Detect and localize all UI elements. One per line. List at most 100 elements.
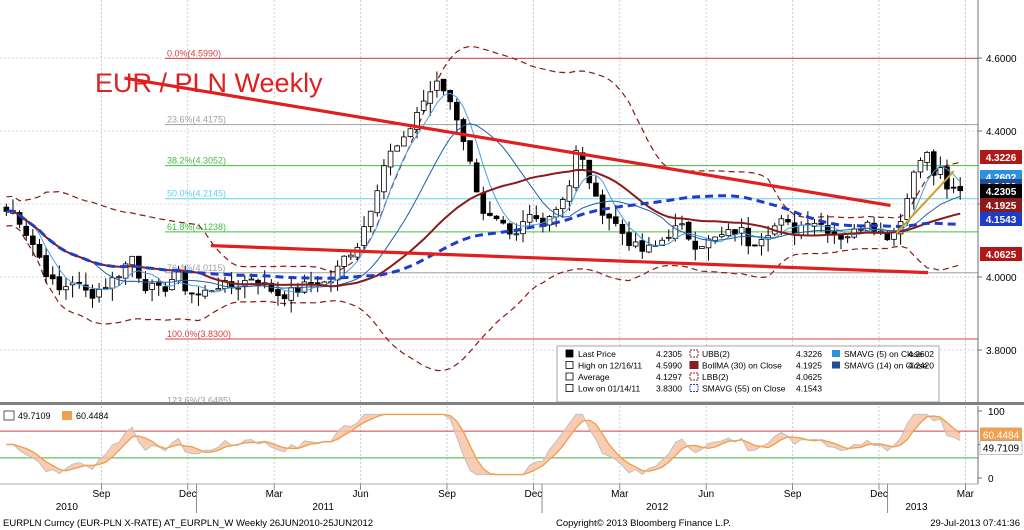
candle-body <box>288 287 294 301</box>
x-year-label: 2012 <box>646 502 669 513</box>
fib-label: 0.0%(4.5990) <box>167 48 221 58</box>
rsi-legend: 49.7109 60.4484 <box>3 410 109 421</box>
candle-body <box>778 218 785 226</box>
candle-body <box>460 119 467 142</box>
price-tag: 4.0625 <box>980 247 1022 261</box>
y-tick-label: 4.6000 <box>986 54 1017 65</box>
x-axis: SepDecMarJunSepDecMarJunSepDecMarJun2010… <box>56 484 975 513</box>
candle-body <box>599 194 606 216</box>
chart-title: EUR / PLN Weekly <box>95 68 323 98</box>
legend-value: 4.1925 <box>796 361 822 371</box>
candle-body <box>255 279 261 286</box>
legend-icon <box>832 361 840 369</box>
candle-body <box>374 190 381 214</box>
candle-body <box>467 140 473 162</box>
candle-body <box>526 214 533 223</box>
candle-body <box>348 254 354 258</box>
candle-body <box>129 255 136 266</box>
candle-body <box>222 279 228 289</box>
x-month-label: Mar <box>266 489 284 500</box>
price-tag-label: 4.0625 <box>986 250 1017 261</box>
candle-body <box>308 281 314 284</box>
rsi-line-a <box>6 413 961 476</box>
fib-label: 23.6%(4.4175) <box>167 115 226 125</box>
x-month-label: Dec <box>525 489 543 500</box>
moving-averages <box>6 92 961 294</box>
candle-body <box>752 244 758 247</box>
x-month-label: Sep <box>93 489 111 500</box>
candle-body <box>626 232 632 246</box>
rsi-price-tag-box <box>980 427 1022 442</box>
legend-value: 4.3226 <box>796 349 822 359</box>
trendline <box>210 244 929 275</box>
candle-body <box>480 192 487 214</box>
candle-body <box>155 282 162 286</box>
candle-body <box>811 222 818 227</box>
rsi-line-b <box>6 413 961 476</box>
candle-body <box>235 287 242 290</box>
legend-value: 4.1297 <box>656 372 682 382</box>
legend-name: SMAVG (14) on Close <box>844 361 928 371</box>
y-tick-label: 4.4000 <box>986 127 1017 138</box>
candle-body <box>195 293 202 296</box>
legend-icon <box>689 384 699 392</box>
trendline <box>895 170 955 234</box>
rsi-tick-label: 0 <box>988 474 994 485</box>
x-year-label: 2010 <box>56 502 79 513</box>
sma-14-line <box>6 123 961 289</box>
fib-label: 76.4%(4.0115) <box>167 263 225 273</box>
candle-body <box>23 225 30 236</box>
candle-body <box>215 288 222 291</box>
legend-icon <box>565 349 574 358</box>
candle-body <box>175 271 182 282</box>
sma-55-line <box>6 194 961 280</box>
candle-body <box>248 278 255 281</box>
candle-body <box>3 206 10 212</box>
price-tag: 4.2305 <box>980 184 1022 198</box>
candle-body <box>414 112 420 131</box>
candle-body <box>116 276 122 279</box>
candle-body <box>718 234 725 238</box>
candle-body <box>394 145 400 152</box>
x-month-label: Jun <box>353 489 369 500</box>
candle-body <box>281 294 288 300</box>
y-tick-label: 3.8000 <box>986 346 1017 357</box>
candle-body <box>56 276 63 291</box>
candle-body <box>142 279 149 291</box>
rsi-fill <box>6 414 961 475</box>
candle-body <box>202 289 208 297</box>
legend-icon <box>565 361 574 369</box>
rsi-price-tag-label: 60.4484 <box>983 430 1020 441</box>
price-tag-box <box>980 198 1022 212</box>
legend-icon <box>565 372 574 381</box>
candle-body <box>381 165 387 193</box>
price-tag-label: 4.1543 <box>986 215 1017 226</box>
candle-body <box>705 238 712 249</box>
fib-label: 50.0%(4.2145) <box>167 189 226 199</box>
price-tag-label: 4.3226 <box>986 153 1017 164</box>
candle-body <box>884 232 891 241</box>
price-tag-box <box>980 212 1022 226</box>
candle-body <box>818 222 824 225</box>
price-tag-box <box>980 150 1022 164</box>
candle-body <box>732 229 738 235</box>
candle-body <box>295 286 301 293</box>
candle-body <box>632 241 639 247</box>
legend-value: 4.2420 <box>908 361 934 371</box>
rsi-tick-label: 100 <box>988 407 1005 418</box>
x-month-label: Dec <box>179 489 197 500</box>
candle-body <box>917 160 924 173</box>
trendlines <box>124 76 955 275</box>
candle-body <box>89 289 96 299</box>
legend-value: 4.1543 <box>796 384 822 394</box>
candle-body <box>520 221 526 235</box>
panel-separator <box>0 402 1024 405</box>
candle-body <box>612 216 619 224</box>
rsi-grid <box>0 406 978 484</box>
candle-body <box>487 212 493 216</box>
candle-body <box>49 274 56 280</box>
price-tag-label: 4.2305 <box>986 187 1017 198</box>
candle-body <box>559 199 566 210</box>
upper-bollinger-band <box>6 45 961 273</box>
